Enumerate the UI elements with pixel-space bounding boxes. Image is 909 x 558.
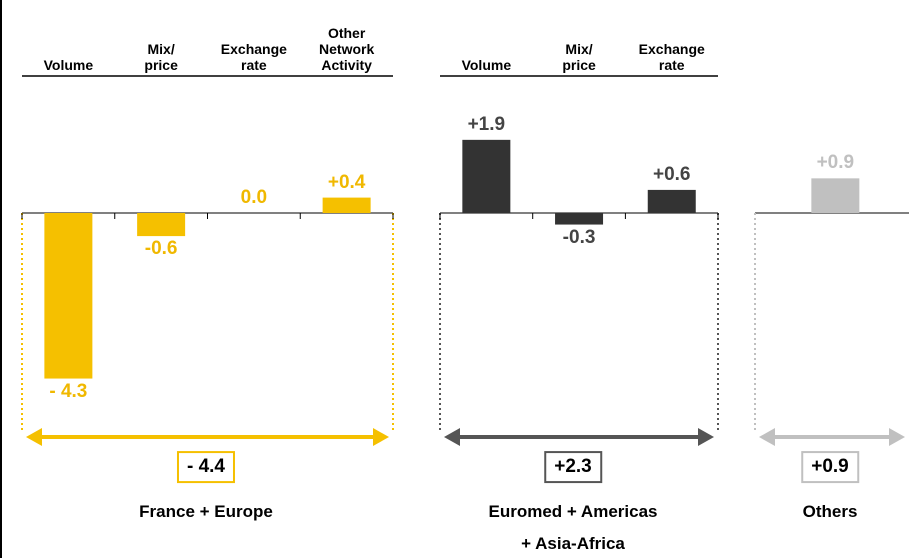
bar: [322, 197, 371, 213]
category-label: Volume: [43, 57, 94, 73]
group-name: Euromed + Americas + Asia-Africa: [488, 502, 658, 554]
arrow-head: [444, 428, 460, 446]
bar: [137, 213, 186, 237]
arrow-head: [373, 428, 389, 446]
value-label: - 4.3: [49, 380, 88, 402]
value-label: +0.6: [652, 163, 691, 185]
bar: [555, 213, 604, 225]
value-label: 0.0: [240, 187, 268, 208]
bar: [462, 139, 511, 213]
category-label: Mix/ price: [562, 41, 596, 74]
category-label: Other Network Activity: [319, 25, 375, 74]
total-box: - 4.4: [176, 451, 236, 483]
value-label: -0.3: [562, 226, 596, 248]
category-label: Mix/ price: [144, 41, 178, 74]
category-label: Exchange rate: [220, 41, 287, 74]
value-label: -0.6: [144, 238, 178, 260]
bar: [44, 213, 93, 379]
total-box: +0.9: [801, 451, 859, 483]
group-name: Others: [802, 502, 858, 521]
category-label: Volume: [461, 57, 512, 73]
category-label: Exchange rate: [638, 41, 705, 74]
arrow-head: [26, 428, 42, 446]
value-label: +0.4: [327, 171, 366, 193]
value-label: +1.9: [467, 113, 506, 135]
value-label: +0.9: [816, 152, 855, 174]
bar: [811, 178, 860, 213]
bar: [647, 189, 696, 213]
arrow-head: [759, 428, 775, 446]
group-name: France + Europe: [139, 502, 273, 521]
arrow-head: [889, 428, 905, 446]
total-box: +2.3: [544, 451, 602, 483]
arrow-head: [698, 428, 714, 446]
